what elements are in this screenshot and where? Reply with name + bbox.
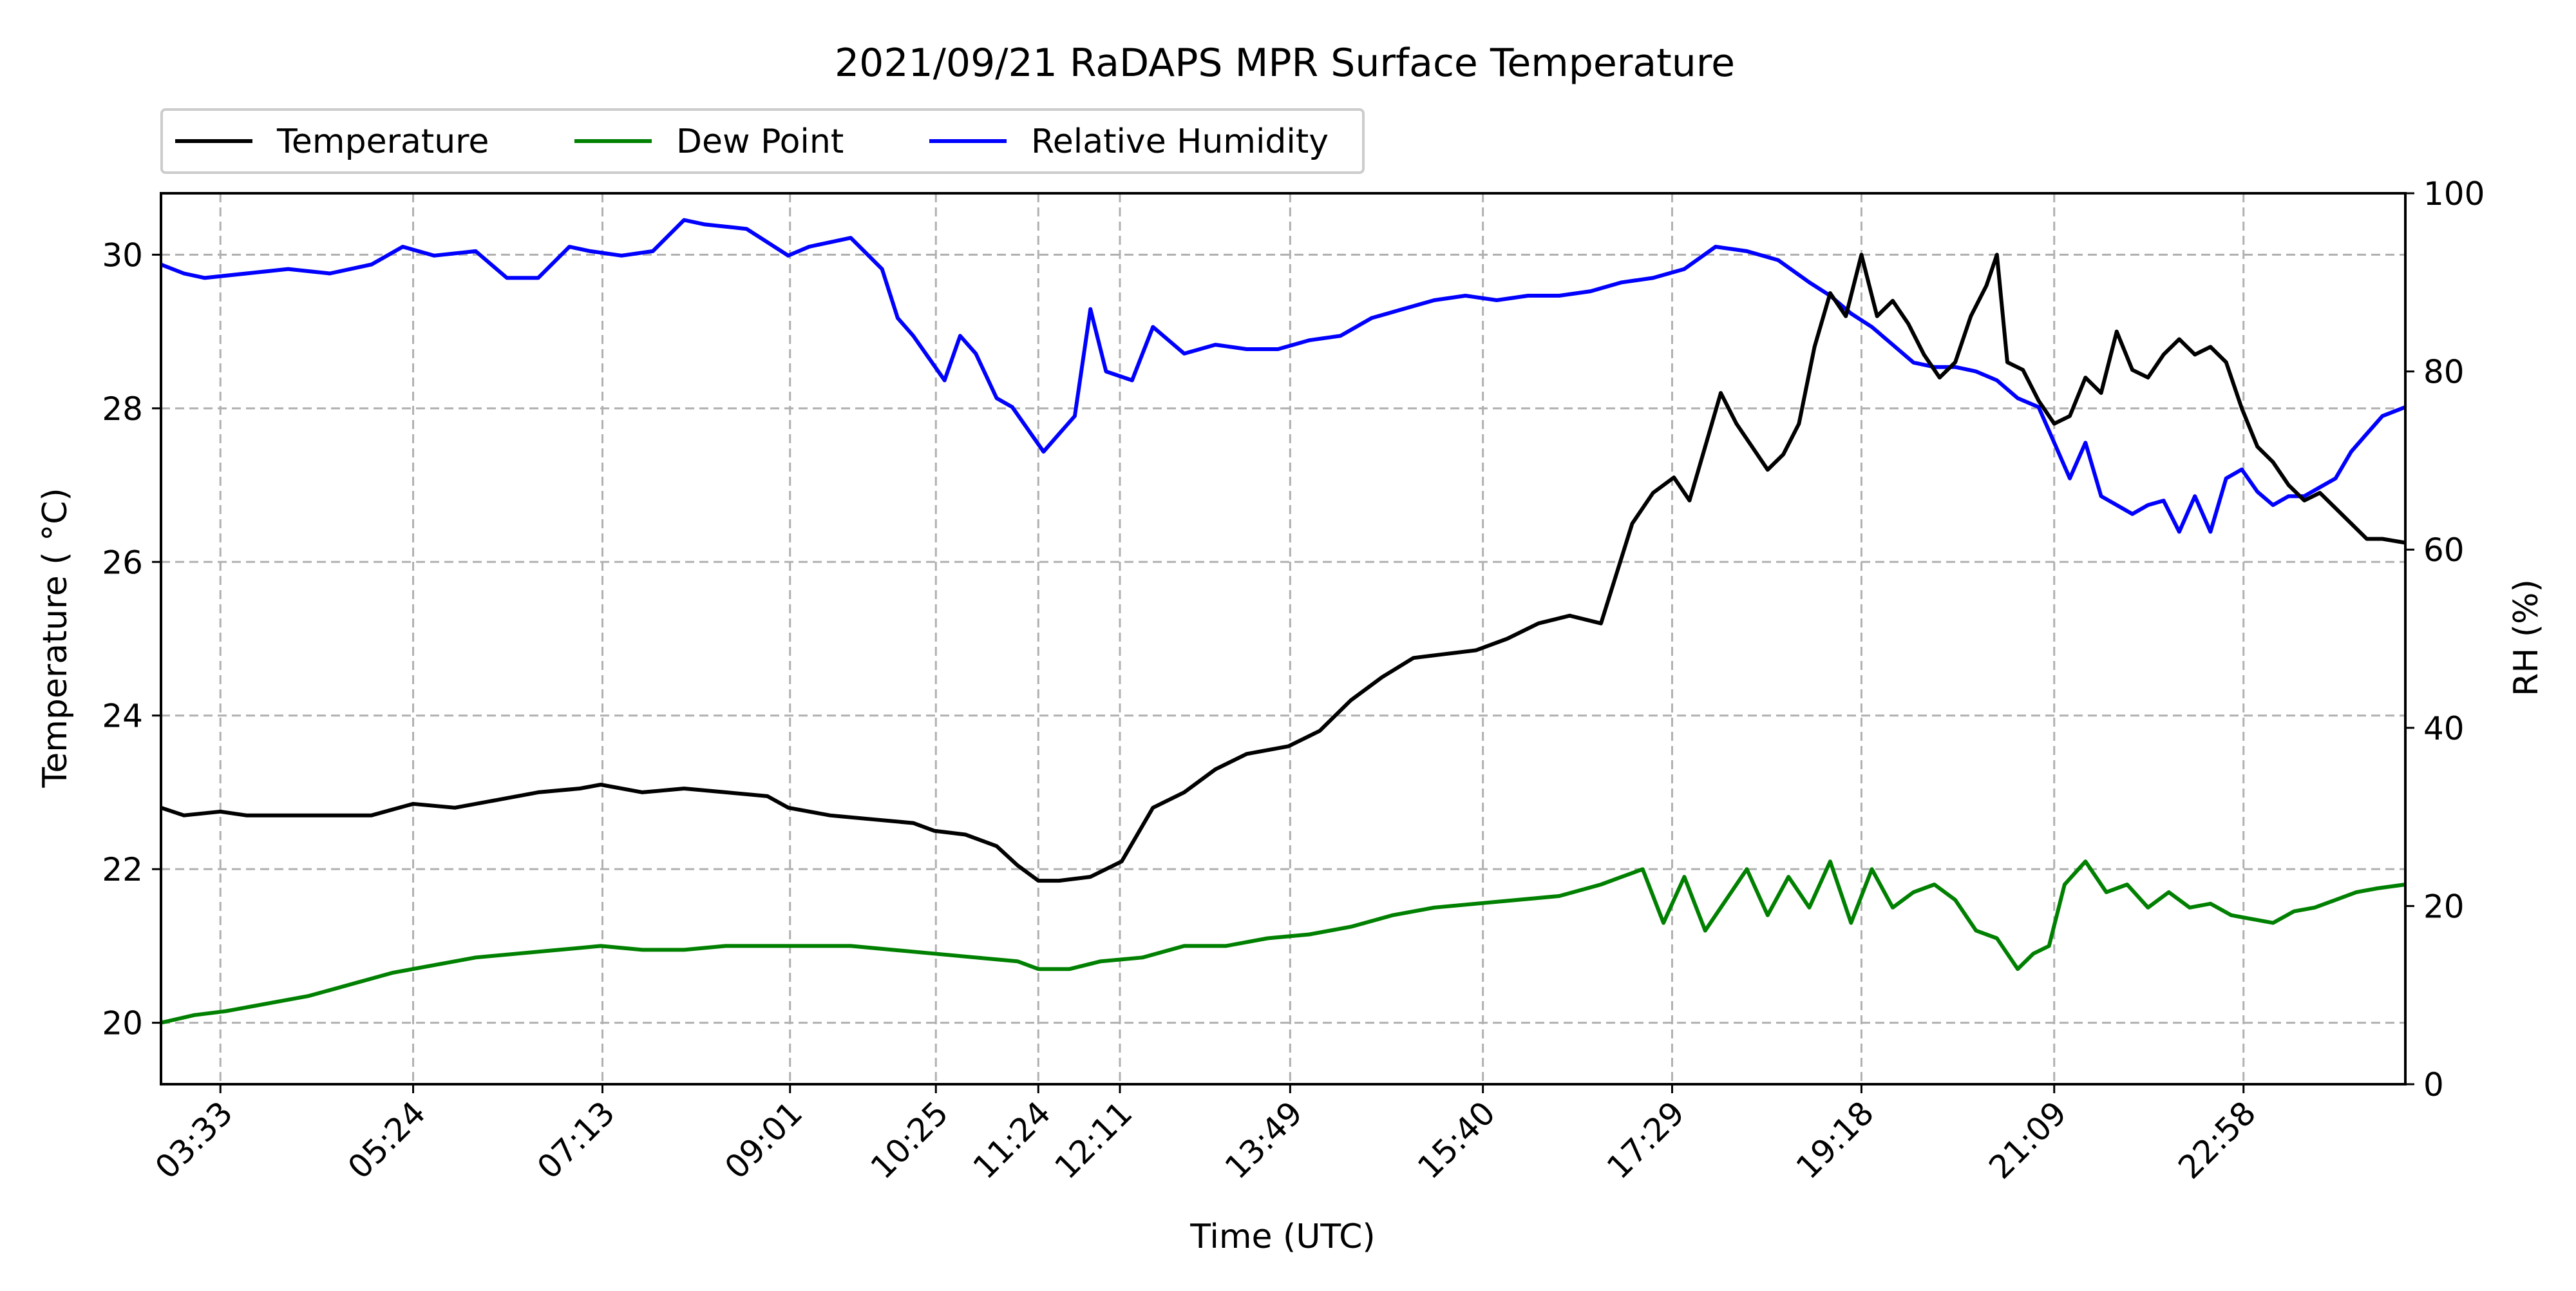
x-tick-label: 15:40 xyxy=(1410,1094,1502,1186)
legend-label-relative-humidity: Relative Humidity xyxy=(1031,122,1329,161)
x-tick-label: 13:49 xyxy=(1218,1094,1310,1186)
x-tick-label: 22:58 xyxy=(2171,1094,2263,1186)
legend-frame xyxy=(160,108,1365,174)
x-tick-label: 03:33 xyxy=(148,1094,240,1186)
y-right-tick-label: 80 xyxy=(2423,354,2465,391)
chart-title: 2021/09/21 RaDAPS MPR Surface Temperatur… xyxy=(835,41,1735,86)
x-tick-label: 12:11 xyxy=(1048,1094,1140,1186)
series-line-temperature xyxy=(160,253,2406,883)
series-line-relative-humidity xyxy=(160,218,2407,534)
x-tick-label: 17:29 xyxy=(1600,1094,1692,1186)
legend-label-temperature: Temperature xyxy=(276,122,489,161)
y-right-tick-label: 20 xyxy=(2423,888,2465,925)
x-tick-label: 11:24 xyxy=(966,1094,1058,1186)
x-axis-label: Time (UTC) xyxy=(1189,1218,1375,1256)
y-left-tick-label: 30 xyxy=(102,236,143,274)
y-right-tick-label: 40 xyxy=(2423,710,2465,747)
x-tick-label: 09:01 xyxy=(717,1094,810,1186)
y-left-tick-label: 26 xyxy=(102,544,143,581)
series-line-dew-point xyxy=(160,859,2406,1025)
x-tick-label: 19:18 xyxy=(1789,1094,1881,1186)
legend-label-dew-point: Dew Point xyxy=(676,122,844,161)
y-right-tick-label: 0 xyxy=(2423,1066,2444,1104)
x-tick-label: 05:24 xyxy=(341,1094,433,1186)
legend: Temperature Dew Point Relative Humidity xyxy=(160,108,1365,174)
y-left-tick-label: 28 xyxy=(102,390,143,428)
y-left-axis-ticks: 20 22 24 26 28 30 xyxy=(102,236,161,1042)
y-right-axis-ticks: 0 20 40 60 80 100 xyxy=(2405,175,2485,1104)
y-left-tick-label: 24 xyxy=(102,698,143,735)
y-right-tick-label: 100 xyxy=(2423,175,2485,213)
y-left-tick-label: 22 xyxy=(102,851,143,888)
y-left-axis-label: Temperature ( °C) xyxy=(36,488,75,788)
x-tick-label: 07:13 xyxy=(530,1094,622,1186)
series-lines xyxy=(160,218,2407,1025)
gridlines xyxy=(161,193,2405,1084)
y-left-tick-label: 20 xyxy=(102,1005,143,1042)
x-tick-label: 10:25 xyxy=(864,1094,956,1186)
x-tick-label: 21:09 xyxy=(1982,1094,2074,1186)
plot-frame xyxy=(160,192,2407,1085)
y-right-axis-label: RH (%) xyxy=(2507,579,2546,696)
y-right-tick-label: 60 xyxy=(2423,531,2465,569)
